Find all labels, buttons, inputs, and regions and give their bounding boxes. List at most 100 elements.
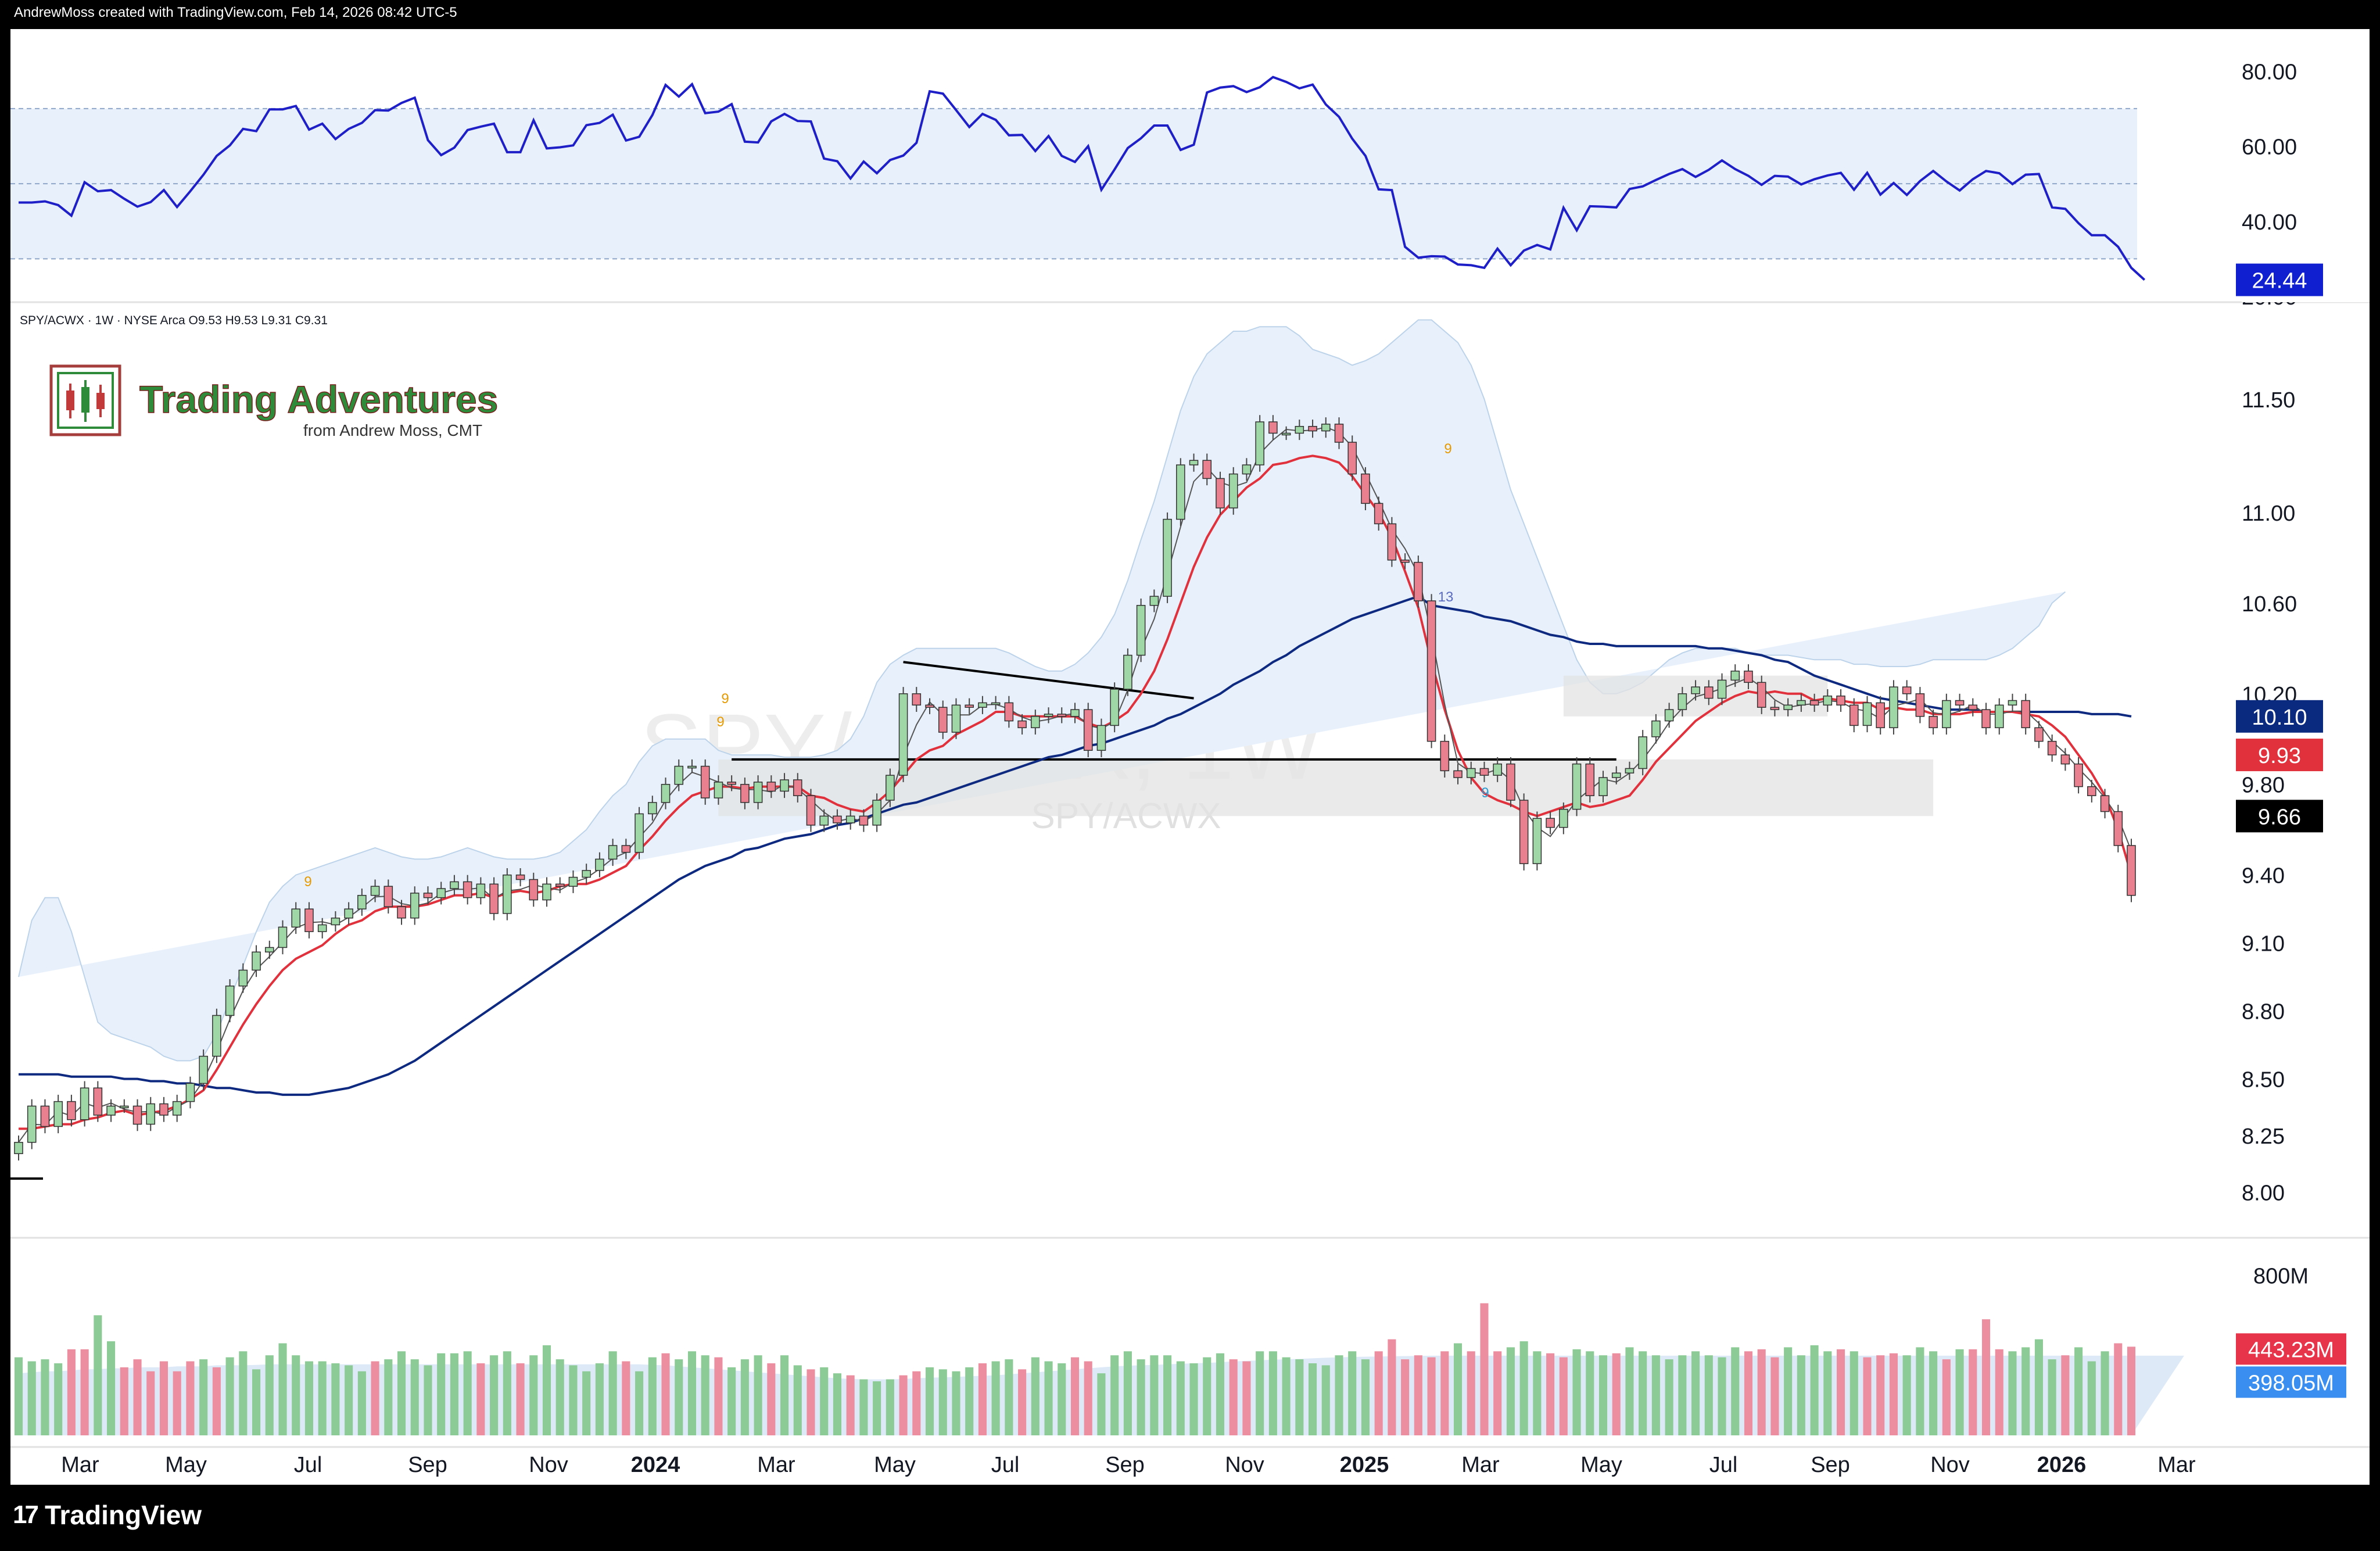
volume-bar xyxy=(701,1355,709,1435)
volume-bar xyxy=(1414,1355,1422,1435)
volume-bar xyxy=(1374,1351,1383,1435)
candle-body xyxy=(1902,686,1912,694)
candle xyxy=(278,920,288,955)
candle xyxy=(67,1094,76,1127)
candle-body xyxy=(1466,768,1476,778)
candle xyxy=(14,1136,23,1160)
candle-body xyxy=(1783,704,1793,710)
candle-body xyxy=(331,918,340,926)
candle xyxy=(1361,467,1370,510)
price-tick-label: 9.80 xyxy=(2242,773,2285,798)
volume-bar xyxy=(1823,1351,1832,1435)
candle xyxy=(1783,698,1793,717)
volume-bar xyxy=(846,1375,855,1435)
candle xyxy=(1585,757,1595,803)
volume-bar xyxy=(767,1363,776,1435)
candle-body xyxy=(1123,654,1132,690)
candle-body xyxy=(53,1101,63,1127)
candle-body xyxy=(1176,464,1185,520)
candle-body xyxy=(529,879,539,901)
candle xyxy=(621,839,631,859)
candle-body xyxy=(1361,473,1370,504)
candle-body xyxy=(1017,720,1027,729)
candle-body xyxy=(423,893,433,898)
candle-body xyxy=(1163,518,1172,597)
candle-body xyxy=(1281,432,1291,436)
sequence-count-label: 9 xyxy=(721,691,729,707)
volume-bar xyxy=(199,1359,208,1435)
volume-bar xyxy=(2008,1351,2017,1435)
volume-bar xyxy=(1942,1359,1951,1435)
candle xyxy=(1572,757,1582,816)
rsi-line xyxy=(19,76,2146,281)
candle xyxy=(27,1099,37,1149)
candle-body xyxy=(1216,478,1225,508)
candle xyxy=(450,875,459,896)
candle-body xyxy=(2047,740,2057,755)
candle-body xyxy=(1625,768,1635,774)
candle-body xyxy=(278,926,288,948)
price-tag-label: 10.10 xyxy=(2252,705,2307,730)
candle xyxy=(1757,675,1766,714)
chart-caption: AndrewMoss created with TradingView.com,… xyxy=(14,5,457,20)
candle-body xyxy=(397,906,406,919)
candle xyxy=(1717,673,1727,705)
time-axis-label: Nov xyxy=(529,1453,568,1477)
candle-body xyxy=(898,693,908,776)
volume-bar xyxy=(476,1363,485,1435)
candle-body xyxy=(27,1105,37,1143)
candle xyxy=(1611,766,1621,785)
volume-bar xyxy=(1704,1355,1713,1435)
candle xyxy=(1862,696,1872,733)
volume-bar xyxy=(186,1361,195,1435)
volume-bar xyxy=(1612,1353,1621,1435)
volume-bar xyxy=(27,1361,36,1435)
volume-bar xyxy=(2114,1343,2123,1435)
candle-body xyxy=(635,813,644,853)
volume-bar xyxy=(1969,1349,1977,1435)
time-axis-label: Jul xyxy=(294,1453,322,1477)
sequence-count-label: 9 xyxy=(716,714,724,730)
volume-bar xyxy=(1150,1355,1159,1435)
volume-bar xyxy=(371,1361,379,1435)
candle-body xyxy=(1797,700,1806,706)
candle-body xyxy=(661,783,671,803)
volume-bar xyxy=(912,1371,921,1435)
candle-body xyxy=(1083,709,1093,751)
candle-body xyxy=(1704,686,1714,699)
candle xyxy=(780,773,789,798)
volume-bar xyxy=(1639,1351,1647,1435)
candle-body xyxy=(819,815,829,826)
candle xyxy=(1400,553,1410,569)
candle xyxy=(2034,721,2044,748)
volume-bar xyxy=(886,1379,894,1435)
volume-bar xyxy=(1849,1351,1858,1435)
rsi-tick-label: 40.00 xyxy=(2242,210,2297,235)
volume-bar xyxy=(1440,1351,1449,1435)
candle-body xyxy=(1189,460,1199,465)
price-tick-label: 9.40 xyxy=(2242,864,2285,889)
candle-body xyxy=(1942,700,1951,729)
candle xyxy=(370,879,380,902)
candle xyxy=(1466,761,1476,785)
volume-bar xyxy=(582,1371,591,1435)
volume-bar xyxy=(1361,1359,1370,1435)
support-zone xyxy=(718,759,1934,816)
candle-body xyxy=(978,702,987,708)
candle-body xyxy=(225,985,235,1016)
volume-bar xyxy=(252,1369,261,1435)
tradingview-logo-icon: 17 xyxy=(13,1500,39,1529)
candle xyxy=(2100,789,2110,819)
candle xyxy=(1770,700,1780,717)
ma-navy-line xyxy=(19,594,2132,1096)
candle xyxy=(1453,764,1463,785)
volume-bar xyxy=(41,1359,49,1435)
candle xyxy=(1440,734,1450,778)
time-axis-label: Sep xyxy=(1811,1453,1850,1477)
candle-body xyxy=(463,881,472,898)
volume-bar xyxy=(1295,1359,1304,1435)
candle-body xyxy=(1414,561,1423,601)
candle-body xyxy=(1031,716,1040,729)
volume-bar xyxy=(1876,1355,1885,1435)
